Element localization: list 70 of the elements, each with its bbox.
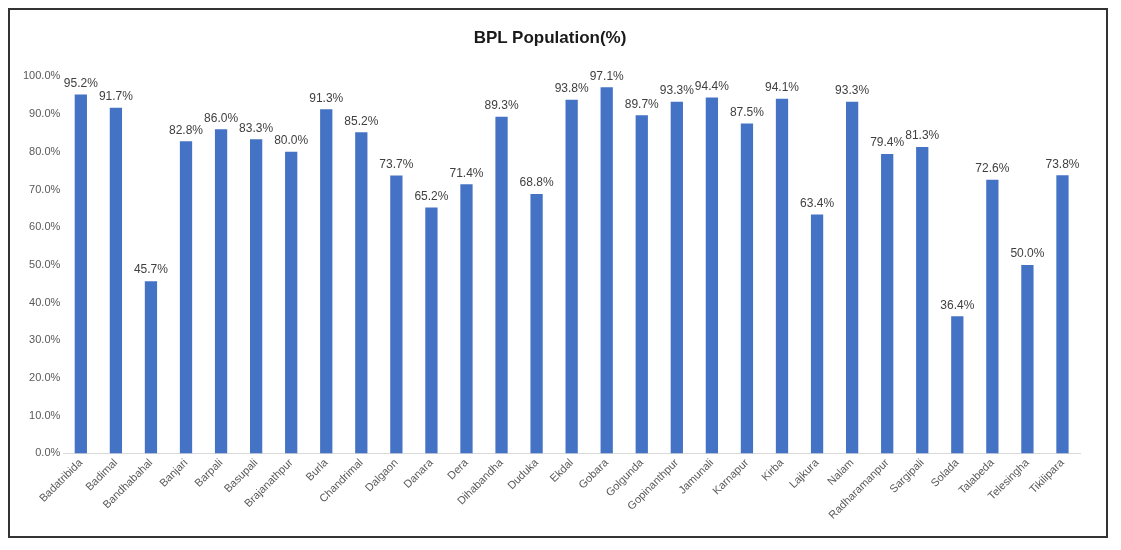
bar [285,151,298,454]
y-tick-label: 10.0% [29,408,61,421]
y-tick-label: 0.0% [35,446,61,459]
bar [214,129,228,454]
data-label: 97.1% [589,68,625,83]
data-label: 80.0% [274,133,309,148]
data-label: 45.7% [133,262,169,277]
bar [775,98,789,454]
data-label: 91.3% [309,90,344,105]
data-label: 71.4% [449,165,484,180]
data-label: 83.3% [239,120,274,135]
bar [986,179,999,454]
data-label: 93.3% [835,82,870,97]
data-label: 36.4% [940,297,975,312]
data-label: 50.0% [1010,246,1045,261]
bar [74,94,87,454]
bar [565,99,578,454]
data-label: 81.3% [905,128,940,143]
y-tick-label: 60.0% [29,220,61,233]
y-tick-label: 50.0% [29,257,61,270]
y-tick-label: 40.0% [29,295,61,308]
bar [1056,175,1069,454]
data-label: 79.4% [870,135,905,150]
data-label: 94.1% [764,79,800,94]
bar [740,123,754,454]
bar [1021,264,1034,454]
bar [845,101,859,454]
y-tick-label: 80.0% [29,144,61,157]
data-label: 95.2% [63,75,99,90]
data-label: 93.3% [659,82,695,97]
bar [670,101,683,454]
bar [390,175,403,454]
y-tick-label: 100.0% [23,69,61,82]
data-label: 94.4% [694,78,730,93]
data-label: 68.8% [519,175,554,190]
bar [495,116,508,454]
bar [425,207,438,454]
bar [144,281,158,454]
data-label: 73.7% [379,156,414,171]
data-label: 89.3% [484,98,519,113]
bar [916,146,929,454]
bar [460,184,473,454]
bar [951,316,964,454]
data-label: 65.2% [414,188,449,203]
chart-title: BPL Population(%) [473,27,627,47]
y-tick-label: 90.0% [29,107,61,120]
y-tick-label: 70.0% [29,182,61,195]
data-label: 86.0% [204,110,239,125]
data-label: 91.7% [98,89,134,104]
data-label: 93.8% [554,81,589,96]
bar [881,154,894,454]
data-label: 82.8% [169,122,204,137]
bar [249,139,263,454]
bar [179,141,193,454]
y-tick-label: 20.0% [29,371,61,384]
bar [705,97,719,454]
data-label: 72.6% [975,161,1010,176]
data-label: 73.8% [1045,156,1080,171]
bar [530,194,543,454]
bar [810,214,824,454]
bar [635,115,648,454]
bar [320,109,333,454]
data-label: 63.4% [800,195,835,210]
bar [109,107,123,454]
data-label: 87.5% [729,104,765,119]
bar [600,87,613,454]
bar [355,132,368,454]
data-label: 89.7% [624,96,660,111]
y-tick-label: 30.0% [29,333,61,346]
data-label: 85.2% [344,113,379,128]
